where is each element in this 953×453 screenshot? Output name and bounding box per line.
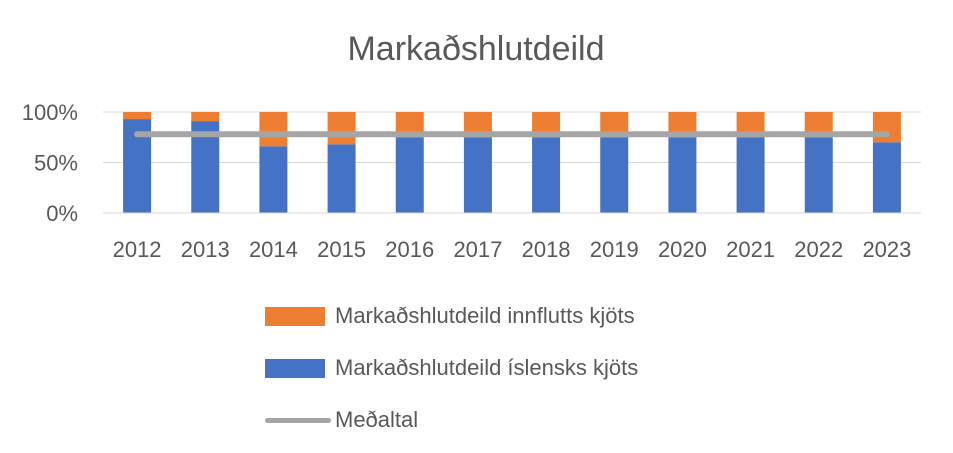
x-tick-label: 2014 [249, 237, 298, 262]
x-tick-label: 2022 [794, 237, 843, 262]
x-tick-label: 2018 [522, 237, 571, 262]
legend-label-average: Meðaltal [335, 407, 419, 432]
y-tick-label: 0% [46, 201, 78, 226]
x-tick-label: 2017 [453, 237, 502, 262]
gridlines [103, 111, 921, 214]
x-tick-label: 2012 [113, 237, 162, 262]
x-axis: 2012 2013 2014 2015 2016 2017 2018 2019 2020 2021… [103, 212, 921, 262]
bar-imported-2015 [327, 112, 356, 145]
legend: Markaðshlutdeild innflutts kjöts Markaðs… [265, 290, 638, 446]
bar-domestic-2023 [872, 142, 901, 213]
bar-domestic-2015 [327, 144, 356, 213]
x-tick-label: 2016 [385, 237, 434, 262]
legend-label-imported: Markaðshlutdeild innflutts kjöts [335, 303, 635, 328]
x-tick-label: 2015 [317, 237, 366, 262]
legend-swatch-imported [265, 306, 325, 326]
x-tick-label: 2013 [181, 237, 230, 262]
legend-swatch-domestic [265, 358, 325, 378]
bar-domestic-2017 [463, 137, 492, 213]
bar-domestic-2020 [668, 137, 697, 213]
x-tick-label: 2020 [658, 237, 707, 262]
bar-imported-2014 [259, 112, 288, 147]
bar-domestic-2014 [259, 146, 288, 213]
legend-label-domestic: Markaðshlutdeild íslensks kjöts [335, 355, 639, 380]
x-tick-label: 2019 [590, 237, 639, 262]
bar-domestic-2019 [600, 137, 629, 213]
x-tick-label: 2023 [862, 237, 911, 262]
legend-item-imported: Markaðshlutdeild innflutts kjöts [265, 290, 638, 342]
bar-imported-2023 [872, 112, 901, 143]
legend-item-domestic: Markaðshlutdeild íslensks kjöts [265, 342, 638, 394]
y-axis: 0% 50% 100% [22, 100, 78, 226]
y-tick-label: 100% [22, 100, 78, 125]
bar-domestic-2022 [804, 137, 833, 213]
bar-imported-2013 [191, 112, 220, 122]
y-tick-label: 50% [34, 151, 78, 176]
x-tick-label: 2021 [726, 237, 775, 262]
legend-swatch-average [265, 417, 331, 423]
bar-domestic-2021 [736, 137, 765, 213]
chart-title: Markaðshlutdeild [347, 30, 604, 68]
bar-imported-2012 [123, 112, 152, 120]
bar-domestic-2016 [395, 137, 424, 213]
bar-domestic-2018 [532, 137, 561, 213]
legend-item-average: Meðaltal [265, 394, 638, 446]
